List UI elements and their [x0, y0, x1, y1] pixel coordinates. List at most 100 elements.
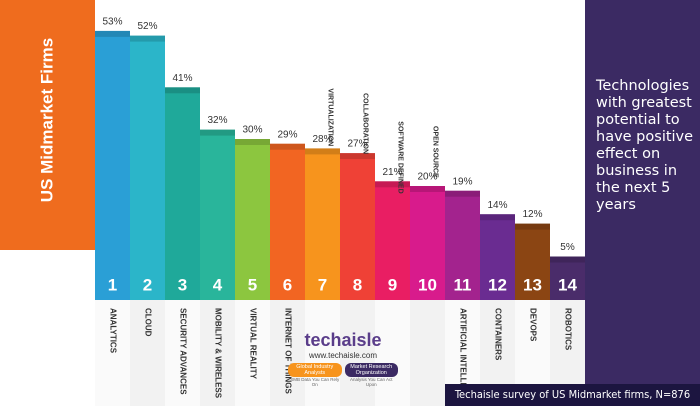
badge-note: Analysis You Can Act Upon — [349, 377, 393, 387]
rank: 11 — [454, 275, 472, 294]
bar-shade — [270, 143, 305, 150]
rank: 1 — [108, 275, 117, 294]
rank: 5 — [248, 275, 257, 294]
step-base — [410, 300, 445, 406]
bar-shade — [550, 256, 585, 263]
bar — [445, 190, 480, 300]
description: Technologies with greatest potential to … — [596, 78, 694, 213]
footnote: Techaisle survey of US Midmarket firms, … — [445, 384, 700, 406]
bar — [200, 129, 235, 300]
badges: Global Industry Analysts Market Research… — [288, 363, 398, 377]
bar — [340, 153, 375, 300]
value-label: 21% — [382, 167, 402, 178]
value-label: 28% — [312, 134, 332, 145]
rank: 8 — [353, 275, 362, 294]
bar — [515, 223, 550, 300]
brand: techaisle — [304, 330, 382, 350]
title-panel — [0, 0, 95, 250]
bar-shade — [95, 30, 130, 37]
chart-title: US Midmarket Firms — [37, 38, 56, 202]
value-label: 14% — [487, 200, 507, 211]
url: www.techaisle.com — [308, 351, 378, 360]
bar-shade — [480, 214, 515, 221]
category-label: CLOUD — [143, 308, 152, 337]
bar-shade — [200, 129, 235, 136]
value-label: 32% — [207, 115, 227, 126]
bar-shade — [410, 186, 445, 192]
bar — [165, 87, 200, 300]
side-panel — [585, 0, 700, 406]
step-base — [200, 300, 235, 406]
bar — [375, 181, 410, 300]
step-base — [515, 300, 550, 384]
value-label: 20% — [417, 172, 437, 183]
category-label: ARTIFICIAL INTELLIGENCE — [458, 308, 467, 406]
value-label: 53% — [102, 17, 122, 28]
value-label: 30% — [242, 125, 262, 136]
value-label: 12% — [522, 209, 542, 220]
value-label: 41% — [172, 73, 192, 84]
category-label: DEVOPS — [528, 308, 537, 342]
rank: 7 — [318, 275, 327, 294]
step-base — [550, 300, 585, 384]
bar-shade — [340, 153, 375, 160]
rank: 9 — [388, 275, 397, 294]
step-base — [235, 300, 270, 406]
category-label: CONTAINERS — [493, 308, 502, 361]
rank: 14 — [558, 275, 577, 294]
category-label: SECURITY ADVANCES — [178, 308, 187, 395]
value-label: 27% — [347, 139, 367, 150]
category-label: COLLABORATION — [362, 93, 369, 154]
value-label: 52% — [137, 21, 157, 32]
logo: techaisle www.techaisle.com Global Indus… — [288, 330, 398, 387]
bar-shade — [375, 181, 410, 188]
badge: Market Research Organization — [344, 363, 398, 377]
bar — [305, 148, 340, 300]
step-base — [445, 300, 480, 384]
bar-shade — [165, 87, 200, 94]
value-label: 5% — [560, 242, 575, 253]
rank: 4 — [213, 275, 223, 294]
step-base — [305, 300, 340, 406]
bar — [410, 186, 445, 300]
step-base — [95, 300, 130, 406]
rank: 12 — [488, 275, 507, 294]
rank: 10 — [418, 275, 437, 294]
step-base — [480, 300, 515, 384]
category-label: SOFTWARE DEFINED — [397, 121, 404, 193]
value-label: 19% — [452, 176, 472, 187]
category-label: OPEN SOURCE — [432, 126, 439, 178]
bar — [270, 143, 305, 300]
badge-notes: SMB Data You Can Rely On Analysis You Ca… — [288, 377, 398, 387]
step-base — [270, 300, 305, 406]
rank: 6 — [283, 275, 292, 294]
rank: 2 — [143, 275, 152, 294]
category-label: MOBILITY & WIRELESS — [213, 308, 222, 399]
category-label: ROBOTICS — [563, 308, 572, 351]
bar — [480, 214, 515, 300]
step-base — [340, 300, 375, 406]
bar-shade — [235, 139, 270, 145]
category-label: INTERNET OF THINGS — [283, 308, 292, 394]
badge: Global Industry Analysts — [288, 363, 342, 377]
value-label: 29% — [277, 129, 297, 140]
bar — [95, 30, 130, 301]
badge-note: SMB Data You Can Rely On — [290, 377, 340, 387]
step-base — [130, 300, 165, 406]
bar — [235, 139, 270, 300]
bar-shade — [445, 190, 480, 197]
bar-shade — [515, 223, 550, 230]
rank: 3 — [178, 275, 187, 294]
bar — [130, 35, 165, 300]
category-label: VIRTUALIZATION — [327, 88, 334, 146]
step-base — [375, 300, 410, 406]
bar-shade — [305, 148, 340, 155]
category-label: VIRTUAL REALITY — [248, 308, 257, 380]
category-label: ANALYTICS — [108, 308, 117, 354]
step-base — [165, 300, 200, 406]
bar-shade — [130, 35, 165, 42]
rank: 13 — [523, 275, 542, 294]
bar — [550, 256, 585, 300]
